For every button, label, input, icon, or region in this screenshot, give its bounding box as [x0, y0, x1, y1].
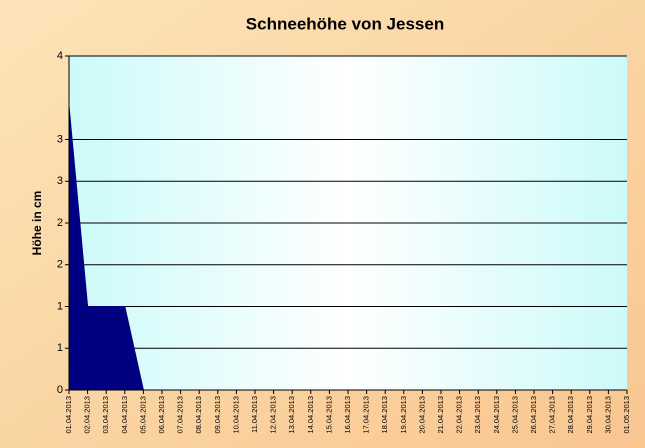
x-tick-label: 10.04.2013	[231, 396, 240, 434]
y-tick-label: 4	[57, 50, 63, 62]
y-tick-label: 1	[57, 300, 63, 312]
x-tick-label: 22.04.2013	[455, 396, 464, 434]
x-tick-label: 18.04.2013	[380, 396, 389, 434]
y-tick-label: 2	[57, 259, 63, 271]
x-tick-label: 20.04.2013	[417, 396, 426, 434]
x-tick-label: 11.04.2013	[250, 396, 259, 433]
x-tick-label: 03.04.2013	[101, 396, 110, 434]
x-tick-label: 24.04.2013	[492, 396, 501, 434]
x-tick-label: 21.04.2013	[436, 396, 445, 434]
x-tick-label: 04.04.2013	[120, 396, 129, 434]
x-tick-label: 14.04.2013	[306, 396, 315, 434]
x-tick-label: 09.04.2013	[213, 396, 222, 434]
x-tick-label: 05.04.2013	[138, 396, 147, 434]
x-tick-label: 06.04.2013	[157, 396, 166, 434]
x-tick-label: 01.04.2013	[64, 396, 73, 434]
x-tick-label: 26.04.2013	[529, 396, 538, 434]
chart-title: Schneehöhe von Jessen	[246, 14, 444, 33]
x-tick-label: 25.04.2013	[510, 396, 519, 434]
x-tick-label: 23.04.2013	[473, 396, 482, 434]
x-tick-label: 01.05.2013	[622, 396, 631, 434]
y-tick-label: 3	[57, 133, 63, 145]
x-tick-label: 07.04.2013	[176, 396, 185, 434]
x-tick-label: 02.04.2013	[83, 396, 92, 434]
x-tick-label: 19.04.2013	[399, 396, 408, 434]
y-tick-label: 0	[57, 384, 63, 396]
x-tick-label: 27.04.2013	[548, 396, 557, 434]
x-tick-label: 28.04.2013	[566, 396, 575, 434]
y-tick-label: 1	[57, 342, 63, 354]
y-tick-label: 3	[57, 175, 63, 187]
x-tick-label: 12.04.2013	[269, 396, 278, 434]
x-tick-label: 16.04.2013	[343, 396, 352, 434]
y-axis-label: Höhe in cm	[30, 191, 44, 256]
x-tick-label: 17.04.2013	[362, 396, 371, 434]
y-tick-label: 2	[57, 217, 63, 229]
x-tick-label: 15.04.2013	[324, 396, 333, 434]
x-tick-label: 08.04.2013	[194, 396, 203, 434]
x-tick-label: 29.04.2013	[585, 396, 594, 434]
x-tick-label: 30.04.2013	[603, 396, 612, 434]
x-tick-label: 13.04.2013	[287, 396, 296, 434]
